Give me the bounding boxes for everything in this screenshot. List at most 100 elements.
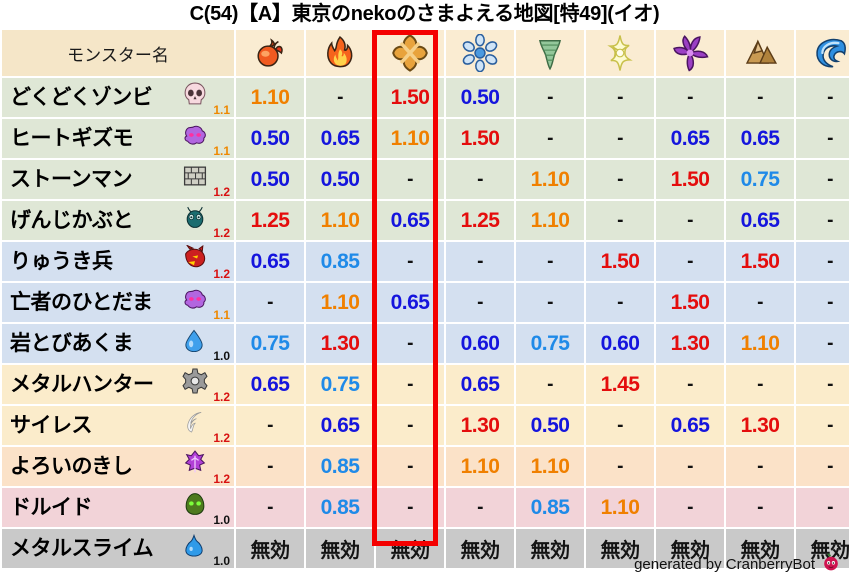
header-element-mera[interactable] bbox=[236, 30, 304, 76]
resistance-cell: 無効 bbox=[236, 529, 304, 568]
resistance-cell: 0.65 bbox=[236, 365, 304, 404]
table-row: 岩とびあくま 1.0 0.75 1.30-0.60 0.75 0.60 1.30 1.10- bbox=[2, 324, 849, 363]
resistance-cell: - bbox=[446, 488, 514, 527]
header-row: モンスター名 bbox=[2, 30, 849, 76]
monster-name-cell[interactable]: ストーンマン 1.2 bbox=[2, 160, 234, 199]
table-row: 亡者のひとだま 1.1-1.10 0.65- - -1.50- - bbox=[2, 283, 849, 322]
resistance-cell: 無効 bbox=[726, 529, 794, 568]
feather-icon bbox=[182, 409, 208, 435]
cranberry-icon bbox=[821, 552, 841, 576]
resistance-cell: - bbox=[656, 242, 724, 281]
header-element-jibari[interactable] bbox=[726, 30, 794, 76]
resistance-cell: - bbox=[796, 242, 849, 281]
resistance-cell: - bbox=[796, 160, 849, 199]
table-row: よろいのきし 1.2-0.85-1.10 1.10- - - - bbox=[2, 447, 849, 486]
resistance-cell: 0.50 bbox=[236, 119, 304, 158]
resistance-cell: 0.85 bbox=[306, 447, 374, 486]
resistance-cell: 1.30 bbox=[656, 324, 724, 363]
resistance-cell: - bbox=[586, 283, 654, 322]
monster-name-cell[interactable]: 亡者のひとだま 1.1 bbox=[2, 283, 234, 322]
header-element-bagi[interactable] bbox=[516, 30, 584, 76]
monster-level-badge: 1.2 bbox=[213, 267, 230, 281]
resistance-cell: - bbox=[376, 488, 444, 527]
skull-icon bbox=[182, 81, 208, 107]
resistance-cell: 1.50 bbox=[656, 160, 724, 199]
monster-name-label: ヒートギズモ bbox=[10, 127, 134, 150]
header-element-dein[interactable] bbox=[586, 30, 654, 76]
monster-level-badge: 1.1 bbox=[213, 144, 230, 158]
resistance-cell: 1.10 bbox=[586, 488, 654, 527]
monster-level-badge: 1.2 bbox=[213, 390, 230, 404]
resistance-cell: 0.65 bbox=[656, 406, 724, 445]
monster-name-cell[interactable]: ドルイド 1.0 bbox=[2, 488, 234, 527]
resistance-table: モンスター名 どくどくゾンビ 1.1 1.10-1.50 0.50- - - - - ヒートギズ… bbox=[0, 28, 849, 570]
resistance-cell: 0.60 bbox=[446, 324, 514, 363]
table-row: ドルイド 1.0-0.85- -0.85 1.10- - - bbox=[2, 488, 849, 527]
resistance-cell: 1.10 bbox=[236, 78, 304, 117]
dark-dorum-icon bbox=[656, 34, 724, 72]
resistance-cell: 0.60 bbox=[586, 324, 654, 363]
tornado-bagi-icon bbox=[516, 34, 584, 72]
table-body: どくどくゾンビ 1.1 1.10-1.50 0.50- - - - - ヒートギズモ 1.1 0.5… bbox=[2, 78, 849, 568]
table-row: サイレス 1.2-0.65-1.30 0.50-0.65 1.30- bbox=[2, 406, 849, 445]
table-row: ヒートギズモ 1.1 0.50 0.65 1.10 1.50- -0.65 0.65- bbox=[2, 119, 849, 158]
explosion-io-icon bbox=[376, 33, 444, 73]
header-element-hyad[interactable] bbox=[446, 30, 514, 76]
monster-name-cell[interactable]: サイレス 1.2 bbox=[2, 406, 234, 445]
resistance-cell: - bbox=[796, 283, 849, 322]
resistance-cell: 0.65 bbox=[306, 119, 374, 158]
monster-level-badge: 1.0 bbox=[213, 349, 230, 363]
monster-level-badge: 1.2 bbox=[213, 185, 230, 199]
armor-crest-icon bbox=[182, 450, 208, 476]
flame-gira-icon bbox=[306, 34, 374, 72]
resistance-cell: 0.85 bbox=[516, 488, 584, 527]
resistance-cell: 0.50 bbox=[236, 160, 304, 199]
resistance-cell: - bbox=[796, 406, 849, 445]
resistance-cell: 0.75 bbox=[236, 324, 304, 363]
resistance-cell: - bbox=[656, 447, 724, 486]
resistance-cell: 無効 bbox=[586, 529, 654, 568]
resistance-cell: 1.10 bbox=[516, 201, 584, 240]
resistance-cell: 0.65 bbox=[656, 119, 724, 158]
resistance-cell: 1.25 bbox=[446, 201, 514, 240]
blue-slime-icon bbox=[182, 532, 208, 558]
beetle-icon bbox=[182, 204, 208, 230]
resistance-cell: 0.50 bbox=[306, 160, 374, 199]
resistance-cell: - bbox=[376, 242, 444, 281]
monster-name-cell[interactable]: どくどくゾンビ 1.1 bbox=[2, 78, 234, 117]
header-element-io[interactable] bbox=[376, 30, 444, 76]
header-element-dorum[interactable] bbox=[656, 30, 724, 76]
header-element-gira[interactable] bbox=[306, 30, 374, 76]
resistance-cell: - bbox=[586, 160, 654, 199]
monster-name-cell[interactable]: よろいのきし 1.2 bbox=[2, 447, 234, 486]
resistance-cell: 0.50 bbox=[516, 406, 584, 445]
monster-name-cell[interactable]: メタルハンター 1.2 bbox=[2, 365, 234, 404]
monster-name-cell[interactable]: メタルスライム 1.0 bbox=[2, 529, 234, 568]
resistance-cell: - bbox=[446, 160, 514, 199]
resistance-cell: 1.50 bbox=[656, 283, 724, 322]
table-row: りゅうき兵 1.2 0.65 0.85- - -1.50-1.50- bbox=[2, 242, 849, 281]
resistance-cell: - bbox=[516, 78, 584, 117]
monster-name-cell[interactable]: ヒートギズモ 1.1 bbox=[2, 119, 234, 158]
resistance-cell: - bbox=[516, 283, 584, 322]
resistance-cell: - bbox=[306, 78, 374, 117]
resistance-cell: - bbox=[656, 201, 724, 240]
monster-name-cell[interactable]: りゅうき兵 1.2 bbox=[2, 242, 234, 281]
resistance-cell: - bbox=[656, 365, 724, 404]
header-element-mahyad[interactable] bbox=[796, 30, 849, 76]
resistance-cell: - bbox=[376, 160, 444, 199]
resistance-cell: 0.65 bbox=[726, 201, 794, 240]
resistance-cell: - bbox=[236, 406, 304, 445]
resistance-cell: 無効 bbox=[516, 529, 584, 568]
resistance-cell: 1.10 bbox=[306, 201, 374, 240]
monster-name-cell[interactable]: 岩とびあくま 1.0 bbox=[2, 324, 234, 363]
resistance-cell: 無効 bbox=[306, 529, 374, 568]
lightning-dein-icon bbox=[586, 34, 654, 72]
monster-name-cell[interactable]: げんじかぶと 1.2 bbox=[2, 201, 234, 240]
resistance-cell: - bbox=[726, 365, 794, 404]
resistance-cell: 0.85 bbox=[306, 242, 374, 281]
snowflake-hyad-icon bbox=[446, 34, 514, 72]
gear-icon bbox=[182, 368, 208, 394]
resistance-cell: 0.65 bbox=[306, 406, 374, 445]
resistance-cell: 無効 bbox=[376, 529, 444, 568]
